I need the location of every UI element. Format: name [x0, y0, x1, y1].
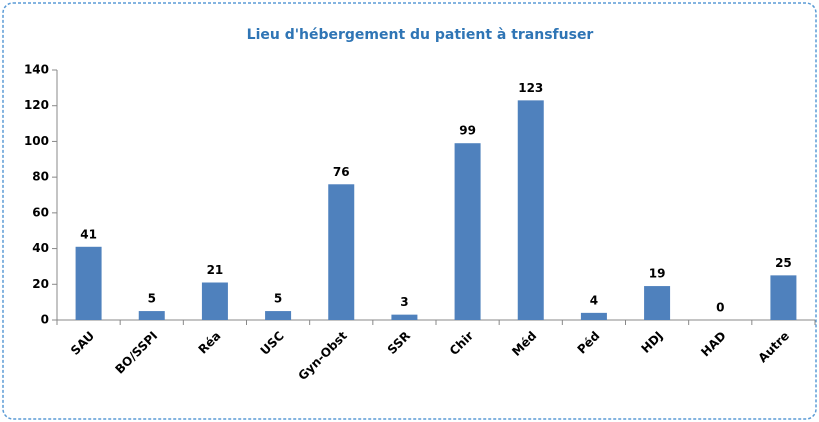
y-tick-label: 0 [41, 313, 49, 327]
y-tick-label: 140 [24, 63, 49, 77]
bar [454, 143, 481, 320]
chart-title: Lieu d'hébergement du patient à transfus… [247, 27, 594, 43]
data-label: 5 [148, 292, 156, 306]
data-label: 0 [716, 301, 724, 315]
data-label: 21 [207, 263, 224, 277]
data-label: 76 [333, 165, 350, 179]
bar [138, 311, 165, 320]
bar [328, 184, 355, 320]
y-tick-label: 80 [32, 170, 49, 184]
bar [770, 275, 797, 320]
bar [517, 100, 544, 320]
data-label: 5 [274, 292, 282, 306]
data-label: 19 [649, 267, 666, 281]
bar [265, 311, 292, 320]
data-label: 4 [590, 293, 598, 307]
y-tick-label: 40 [32, 241, 49, 255]
data-label: 41 [80, 227, 97, 241]
data-label: 99 [459, 124, 476, 138]
y-tick-label: 60 [32, 205, 49, 219]
y-tick-label: 100 [24, 134, 49, 148]
data-label: 25 [775, 256, 792, 270]
bar [201, 282, 228, 320]
bar [391, 314, 418, 320]
data-label: 123 [518, 81, 543, 95]
y-tick-label: 120 [24, 98, 49, 112]
bar [644, 286, 671, 320]
bar [75, 246, 102, 320]
bar [580, 312, 607, 320]
data-label: 3 [400, 295, 408, 309]
y-tick-label: 20 [32, 277, 49, 291]
